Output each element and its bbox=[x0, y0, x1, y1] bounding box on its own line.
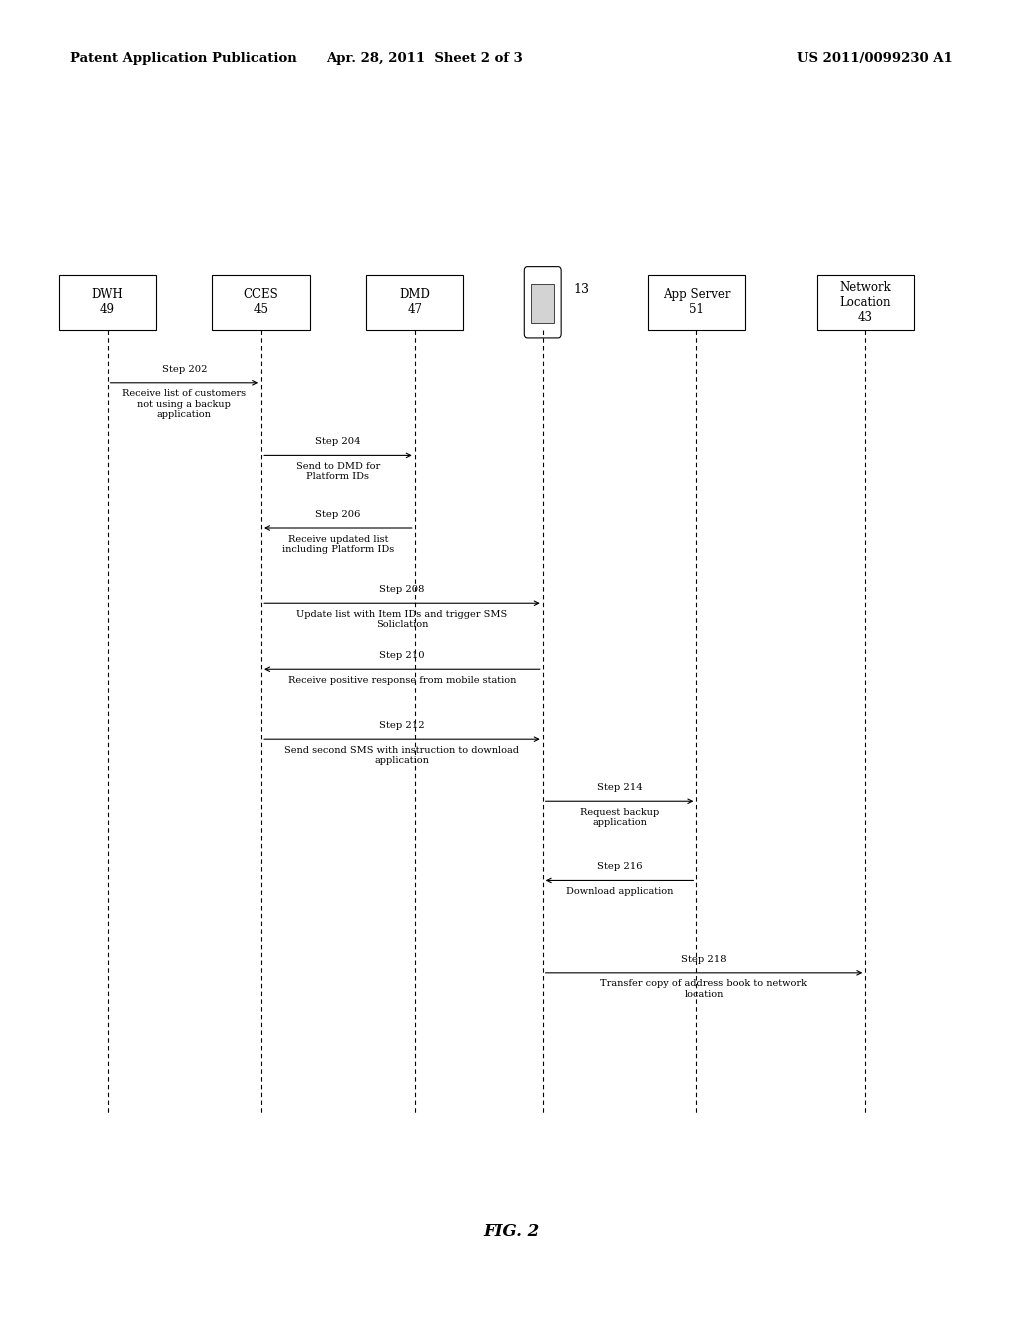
Text: Send to DMD for
Platform IDs: Send to DMD for Platform IDs bbox=[296, 462, 380, 482]
Text: Step 218: Step 218 bbox=[681, 954, 727, 964]
Text: Receive list of customers
not using a backup
application: Receive list of customers not using a ba… bbox=[122, 389, 247, 420]
FancyBboxPatch shape bbox=[648, 275, 745, 330]
Text: Receive updated list
including Platform IDs: Receive updated list including Platform … bbox=[282, 535, 394, 554]
Text: 13: 13 bbox=[573, 282, 590, 296]
FancyBboxPatch shape bbox=[58, 275, 156, 330]
Text: Step 208: Step 208 bbox=[379, 585, 425, 594]
Text: Download application: Download application bbox=[566, 887, 673, 896]
Text: App Server
51: App Server 51 bbox=[663, 288, 730, 317]
Text: Step 214: Step 214 bbox=[597, 783, 642, 792]
Text: Step 212: Step 212 bbox=[379, 721, 425, 730]
Text: CCES
45: CCES 45 bbox=[244, 288, 279, 317]
Text: Step 202: Step 202 bbox=[162, 364, 207, 374]
FancyBboxPatch shape bbox=[817, 275, 913, 330]
Text: Request backup
application: Request backup application bbox=[580, 808, 659, 828]
Text: Transfer copy of address book to network
location: Transfer copy of address book to network… bbox=[600, 979, 808, 999]
Text: DWH
49: DWH 49 bbox=[91, 288, 124, 317]
Text: Step 216: Step 216 bbox=[597, 862, 642, 871]
FancyBboxPatch shape bbox=[367, 275, 463, 330]
FancyBboxPatch shape bbox=[531, 284, 554, 323]
Text: Network
Location
43: Network Location 43 bbox=[840, 281, 891, 323]
Text: US 2011/0099230 A1: US 2011/0099230 A1 bbox=[797, 51, 952, 65]
FancyBboxPatch shape bbox=[213, 275, 309, 330]
Text: Step 206: Step 206 bbox=[315, 510, 360, 519]
Text: Step 204: Step 204 bbox=[315, 437, 360, 446]
Text: Receive positive response from mobile station: Receive positive response from mobile st… bbox=[288, 676, 516, 685]
Text: Apr. 28, 2011  Sheet 2 of 3: Apr. 28, 2011 Sheet 2 of 3 bbox=[327, 51, 523, 65]
Text: Patent Application Publication: Patent Application Publication bbox=[70, 51, 296, 65]
Text: Step 210: Step 210 bbox=[379, 651, 425, 660]
Text: Update list with Item IDs and trigger SMS
Soliclation: Update list with Item IDs and trigger SM… bbox=[296, 610, 508, 630]
Text: DMD
47: DMD 47 bbox=[399, 288, 430, 317]
FancyBboxPatch shape bbox=[524, 267, 561, 338]
Text: FIG. 2: FIG. 2 bbox=[484, 1224, 540, 1239]
Text: Send second SMS with instruction to download
application: Send second SMS with instruction to down… bbox=[285, 746, 519, 766]
